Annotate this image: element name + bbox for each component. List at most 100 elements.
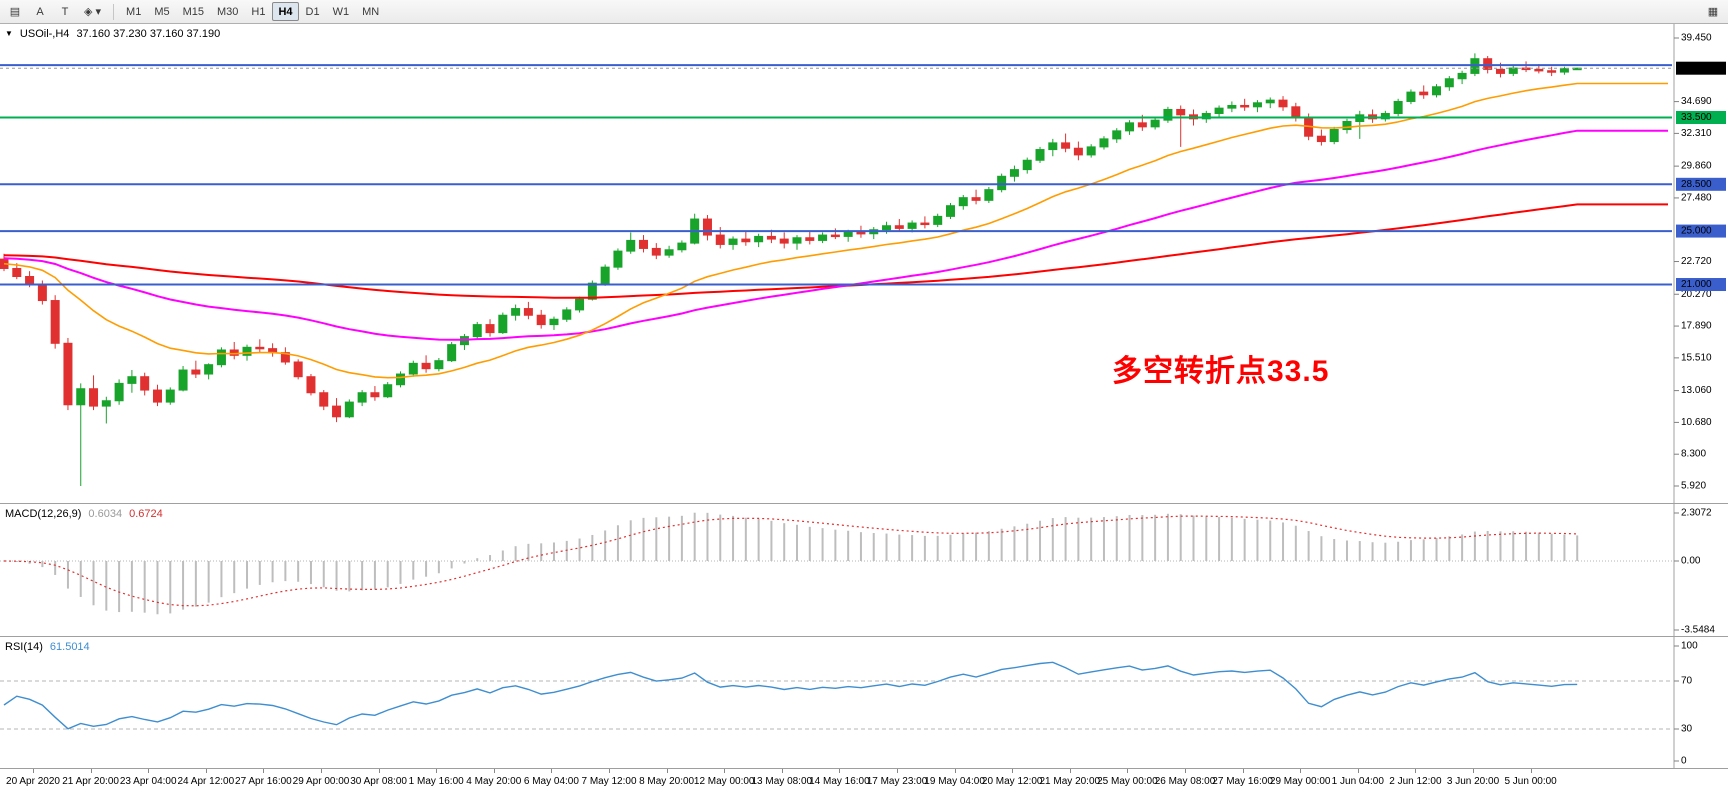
time-tick bbox=[263, 769, 265, 773]
macd-label: MACD(12,26,9) bbox=[5, 508, 82, 520]
medium-ma-line bbox=[3, 129, 1668, 341]
macd-histogram bbox=[15, 512, 1579, 615]
timeframe-button-M5[interactable]: M5 bbox=[154, 5, 170, 18]
svg-text:0.00: 0.00 bbox=[1681, 556, 1701, 567]
chart-annotation-text: 多空转折点33.5 bbox=[1112, 355, 1330, 388]
svg-text:10.680: 10.680 bbox=[1681, 417, 1712, 428]
candles-group bbox=[0, 53, 1582, 486]
chart-title: ▼ USOil-,H4 37.160 37.230 37.160 37.190 bbox=[5, 28, 220, 40]
fast-ma-line bbox=[3, 82, 1668, 379]
toolbar-separator bbox=[113, 3, 115, 20]
time-tick bbox=[724, 769, 726, 773]
time-label: 20 Apr 2020 bbox=[6, 776, 60, 787]
time-tick bbox=[1069, 769, 1071, 773]
timeframe-button-D1[interactable]: D1 bbox=[305, 5, 320, 18]
time-tick bbox=[33, 769, 34, 773]
timeframe-group: M1 M5 M15 M30 H1 H4 D1 W1 MN bbox=[120, 2, 385, 21]
text-label-button[interactable]: A bbox=[36, 5, 44, 18]
rsi-value: 61.5014 bbox=[49, 641, 90, 653]
price-chart-panel: ▼ USOil-,H4 37.160 37.230 37.160 37.190 … bbox=[0, 24, 1728, 503]
chart-mode-button[interactable]: ▤ bbox=[9, 6, 21, 18]
svg-text:0: 0 bbox=[1681, 756, 1687, 767]
slow-ma-line bbox=[3, 203, 1668, 299]
time-label: 13 May 08:00 bbox=[751, 776, 813, 787]
time-tick bbox=[148, 769, 150, 773]
svg-text:29.860: 29.860 bbox=[1681, 161, 1712, 172]
rsi-axis: 100 70 30 0 bbox=[1674, 641, 1698, 767]
time-tick bbox=[1185, 769, 1186, 773]
macd-axis: 2.3072 0.00 -3.5484 bbox=[1674, 508, 1715, 636]
macd-chart[interactable]: 2.3072 0.00 -3.5484 bbox=[0, 504, 1728, 636]
timeframe-button-H4[interactable]: H4 bbox=[272, 2, 299, 21]
rsi-title: RSI(14) 61.5014 bbox=[5, 641, 90, 653]
time-tick bbox=[436, 769, 438, 773]
time-label: 1 May 16:00 bbox=[408, 776, 464, 787]
svg-text:2.3072: 2.3072 bbox=[1681, 508, 1712, 519]
svg-text:30: 30 bbox=[1681, 724, 1693, 735]
shapes-dropdown-button[interactable]: ◈ ▾ bbox=[84, 6, 102, 18]
time-tick bbox=[1530, 769, 1532, 773]
time-label: 5 Jun 00:00 bbox=[1504, 776, 1557, 787]
svg-text:34.690: 34.690 bbox=[1681, 96, 1712, 107]
timeframe-button-M30[interactable]: M30 bbox=[217, 5, 239, 18]
time-tick bbox=[90, 769, 92, 773]
time-label: 23 Apr 04:00 bbox=[119, 776, 177, 787]
time-label: 14 May 16:00 bbox=[809, 776, 870, 787]
macd-signal-line bbox=[3, 515, 1578, 607]
quick-trade-arrow-icon[interactable]: ▼ bbox=[5, 29, 13, 38]
time-label: 24 Apr 12:00 bbox=[177, 776, 235, 787]
time-tick bbox=[1415, 769, 1417, 773]
time-tick bbox=[551, 769, 553, 773]
time-label: 2 Jun 12:00 bbox=[1389, 776, 1442, 787]
svg-text:37.190: 37.190 bbox=[1681, 63, 1712, 74]
toolbar-tools: ▤ A T ◈ ▾ bbox=[3, 2, 107, 21]
time-label: 1 Jun 04:00 bbox=[1331, 776, 1384, 787]
svg-text:17.890: 17.890 bbox=[1681, 321, 1712, 332]
horizontal-lines bbox=[0, 64, 1672, 286]
windows-icon[interactable]: ▦ bbox=[1707, 6, 1719, 18]
time-tick bbox=[1300, 769, 1302, 773]
timeframe-button-MN[interactable]: MN bbox=[362, 5, 380, 18]
time-label: 4 May 20:00 bbox=[466, 776, 522, 787]
timeframe-button-M1[interactable]: M1 bbox=[126, 5, 142, 18]
svg-text:15.510: 15.510 bbox=[1681, 352, 1712, 363]
time-tick bbox=[666, 769, 668, 773]
time-tick bbox=[321, 769, 322, 773]
time-tick bbox=[897, 769, 898, 773]
time-tick bbox=[205, 769, 207, 773]
svg-text:5.920: 5.920 bbox=[1681, 481, 1706, 492]
timeframe-button-M15[interactable]: M15 bbox=[182, 5, 205, 18]
rsi-chart[interactable]: 100 70 30 0 bbox=[0, 637, 1728, 768]
svg-text:13.060: 13.060 bbox=[1681, 385, 1712, 396]
time-label: 27 May 16:00 bbox=[1212, 776, 1273, 787]
time-label: 7 May 12:00 bbox=[581, 776, 637, 787]
svg-text:22.720: 22.720 bbox=[1681, 256, 1712, 267]
time-label: 20 May 12:00 bbox=[981, 776, 1043, 787]
time-axis[interactable]: 20 Apr 2020 21 Apr 20:00 23 Apr 04:00 24 Ap… bbox=[0, 768, 1728, 791]
time-label: 27 Apr 16:00 bbox=[235, 776, 292, 787]
time-label: 21 Apr 20:00 bbox=[62, 776, 119, 787]
hline-price-box: 21.000 bbox=[1676, 278, 1726, 292]
svg-text:27.480: 27.480 bbox=[1681, 192, 1712, 203]
svg-text:39.450: 39.450 bbox=[1681, 33, 1712, 44]
time-label: 30 Apr 08:00 bbox=[350, 776, 407, 787]
current-price-box: 37.190 bbox=[1676, 61, 1726, 75]
rsi-line bbox=[3, 661, 1578, 730]
price-chart[interactable]: 39.450 34.690 32.310 29.860 27.480 22.720 20.2… bbox=[0, 24, 1728, 503]
timeframe-button-H1[interactable]: H1 bbox=[251, 5, 266, 18]
time-label: 29 Apr 00:00 bbox=[292, 776, 350, 787]
timeframe-button-W1[interactable]: W1 bbox=[332, 5, 350, 18]
price-axis: 39.450 34.690 32.310 29.860 27.480 22.720 20.2… bbox=[1674, 33, 1712, 492]
time-tick bbox=[493, 769, 495, 773]
time-label: 21 May 20:00 bbox=[1039, 776, 1101, 787]
time-tick bbox=[781, 769, 783, 773]
rsi-panel: RSI(14) 61.5014 100 70 30 0 bbox=[0, 636, 1728, 768]
text-box-button[interactable]: T bbox=[61, 5, 69, 18]
ohlc-readout: 37.160 37.230 37.160 37.190 bbox=[76, 28, 221, 40]
rsi-label: RSI(14) bbox=[5, 641, 43, 653]
hline-price-box: 33.500 bbox=[1676, 110, 1726, 124]
svg-text:25.000: 25.000 bbox=[1681, 226, 1712, 237]
svg-text:21.000: 21.000 bbox=[1681, 279, 1712, 290]
time-tick bbox=[1242, 769, 1244, 773]
time-label: 3 Jun 20:00 bbox=[1446, 776, 1500, 787]
